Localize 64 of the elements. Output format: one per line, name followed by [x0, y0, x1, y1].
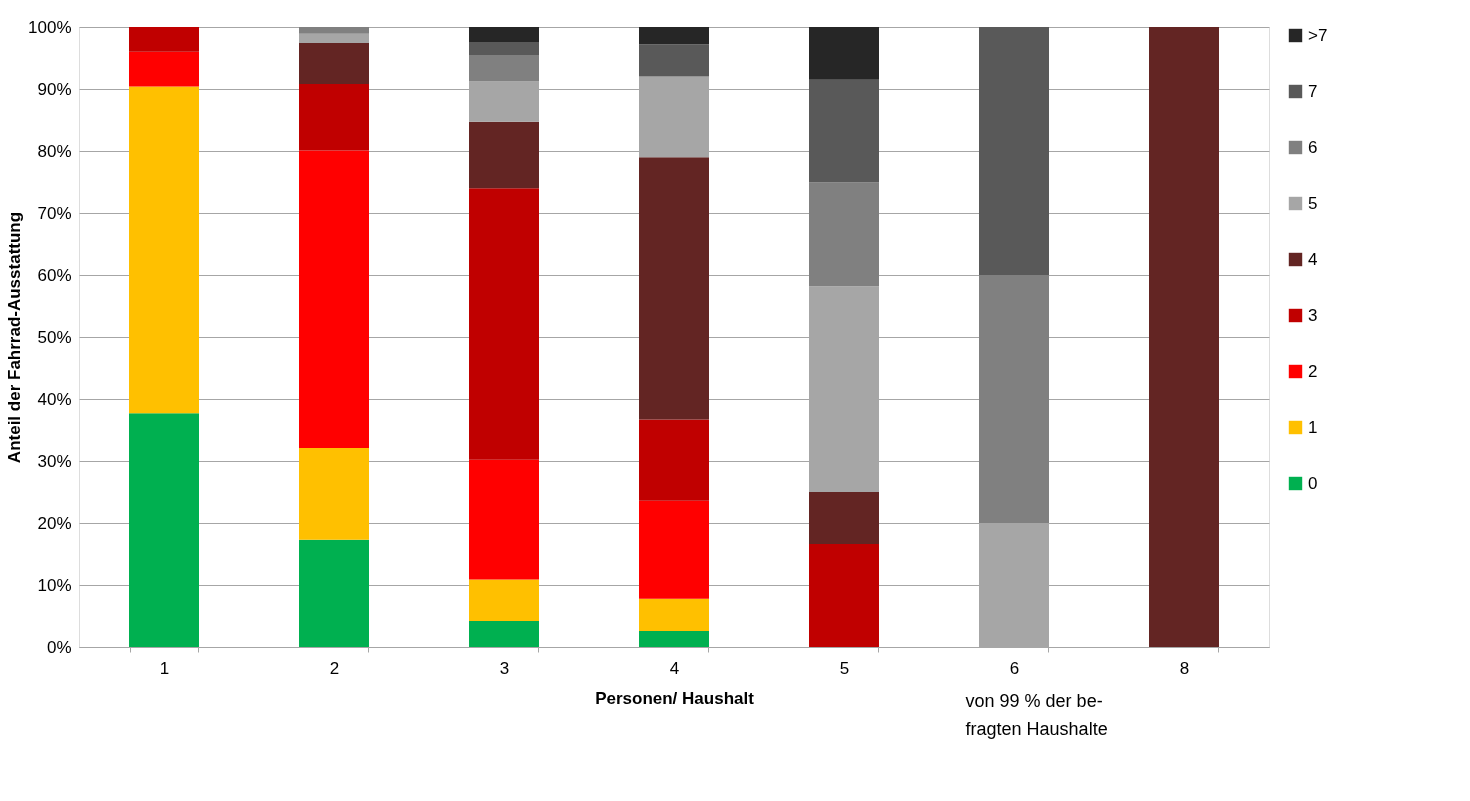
- bar: [299, 43, 369, 85]
- bar: [639, 27, 709, 45]
- bar: [129, 27, 199, 52]
- bar: [469, 459, 539, 580]
- x-axis-title: Personen/ Haushalt: [595, 688, 755, 708]
- bar: [299, 447, 369, 540]
- bar: [639, 44, 709, 77]
- bar: [469, 54, 539, 82]
- x-tick-label: 5: [839, 658, 850, 678]
- y-axis-title: Anteil der Fahrrad-Ausstattung: [5, 211, 25, 464]
- bar: [469, 121, 539, 189]
- bar: [809, 79, 879, 183]
- legend-label: 6: [1308, 137, 1318, 157]
- legend-label: 3: [1308, 305, 1318, 325]
- bar: [129, 86, 199, 414]
- y-tick-label: 20%: [37, 513, 72, 533]
- bar: [299, 33, 369, 44]
- bar: [1149, 27, 1219, 647]
- x-tick-label: 4: [669, 658, 680, 678]
- bar: [809, 182, 879, 287]
- bar: [639, 419, 709, 501]
- bar: [809, 492, 879, 545]
- bar: [469, 579, 539, 621]
- bar: [979, 27, 1049, 275]
- y-tick-label: 50%: [37, 327, 72, 347]
- legend-label: 5: [1308, 193, 1318, 213]
- bar: [469, 620, 539, 647]
- x-tick-label: 1: [159, 658, 170, 678]
- bar: [979, 275, 1049, 523]
- x-tick-label: 8: [1179, 658, 1190, 678]
- bar: [299, 539, 369, 647]
- bar: [129, 413, 199, 647]
- bar: [809, 27, 879, 80]
- bar: [299, 27, 369, 34]
- legend-label: 2: [1308, 361, 1318, 381]
- bar: [639, 500, 709, 599]
- y-tick-label: 80%: [37, 141, 72, 161]
- bar: [299, 150, 369, 448]
- bar: [639, 630, 709, 647]
- y-tick-label: 70%: [37, 203, 72, 223]
- text: von 99 % der be- fragten Haushalte: [965, 691, 1108, 739]
- bar: [639, 598, 709, 631]
- y-tick-label: 60%: [37, 265, 72, 285]
- x-tick-label: 6: [1009, 658, 1020, 678]
- legend-label: >7: [1308, 25, 1328, 45]
- y-tick-label: 30%: [37, 451, 72, 471]
- legend-label: 4: [1308, 249, 1318, 269]
- legend-label: 1: [1308, 417, 1318, 437]
- bar: [809, 544, 879, 647]
- bar: [469, 27, 539, 42]
- y-tick-label: 100%: [28, 17, 72, 37]
- legend-label: 0: [1308, 473, 1318, 493]
- y-tick-label: 40%: [37, 389, 72, 409]
- y-tick-label: 90%: [37, 79, 72, 99]
- bar: [299, 84, 369, 151]
- legend-label: 7: [1308, 81, 1318, 101]
- y-tick-label: 0%: [46, 637, 72, 657]
- bar: [129, 51, 199, 87]
- y-tick-label: 10%: [37, 575, 72, 595]
- x-tick-label: 3: [499, 658, 510, 678]
- bar: [469, 41, 539, 55]
- x-tick-label: 2: [329, 658, 340, 678]
- bar: [469, 188, 539, 460]
- bar: [639, 157, 709, 420]
